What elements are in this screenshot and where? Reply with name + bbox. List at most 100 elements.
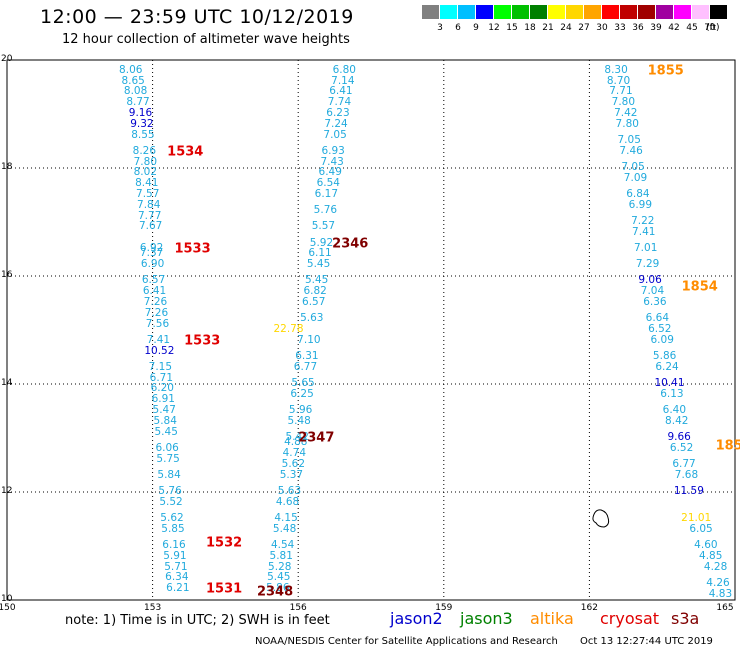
pass-time-label: 1854 bbox=[681, 279, 718, 295]
legend-jason2: jason2 bbox=[390, 609, 443, 628]
wave-height-reading: 11.59 bbox=[673, 484, 704, 497]
wave-height-reading: 6.57 bbox=[302, 295, 326, 308]
wave-height-reading: 7.80 bbox=[611, 96, 636, 109]
footer-note: note: 1) Time is in UTC; 2) SWH is in fe… bbox=[65, 613, 330, 628]
colorbar-label: 6 bbox=[455, 23, 461, 33]
wave-height-reading: 8.30 bbox=[604, 63, 628, 76]
wave-height-reading: 7.80 bbox=[133, 155, 158, 168]
wave-height-reading: 7.84 bbox=[137, 198, 161, 211]
colorbar-label: 15 bbox=[506, 23, 518, 33]
wave-height-reading: 21.01 bbox=[681, 511, 712, 524]
wave-height-reading: 7.04 bbox=[640, 285, 665, 298]
wave-height-reading: 6.16 bbox=[162, 538, 186, 551]
y-tick-label: 12 bbox=[1, 486, 13, 496]
wave-height-reading: 5.91 bbox=[163, 549, 187, 562]
wave-height-reading: 7.26 bbox=[144, 306, 169, 319]
wave-height-reading: 5.81 bbox=[269, 549, 293, 562]
x-tick-label: 153 bbox=[144, 603, 162, 613]
wave-height-reading: 5.63 bbox=[277, 484, 302, 497]
wave-height-reading: 5.45 bbox=[154, 425, 178, 438]
wave-height-reading: 5.48 bbox=[287, 414, 311, 427]
legend-cryosat: cryosat bbox=[600, 609, 660, 628]
wave-height-reading: 4.60 bbox=[694, 538, 718, 551]
wave-height-reading: 7.43 bbox=[320, 155, 344, 168]
wave-height-reading: 6.05 bbox=[689, 522, 713, 535]
wave-height-reading: 6.34 bbox=[165, 571, 189, 584]
colorbar-label: 12 bbox=[488, 23, 500, 33]
wave-height-reading: 5.85 bbox=[161, 522, 185, 535]
x-tick-label: 165 bbox=[716, 603, 734, 613]
wave-height-reading: 6.99 bbox=[628, 198, 653, 211]
colorbar-swatch bbox=[656, 5, 673, 19]
colorbar-label: 30 bbox=[596, 23, 608, 33]
wave-height-reading: 10.41 bbox=[654, 376, 685, 389]
wave-height-reading: 7.56 bbox=[145, 317, 170, 330]
wave-height-reading: 7.37 bbox=[139, 247, 164, 260]
wave-height-reading: 5.71 bbox=[164, 560, 188, 573]
colorbar-swatch bbox=[620, 5, 637, 19]
colorbar-label: 42 bbox=[668, 23, 680, 33]
wave-height-reading: 6.92 bbox=[139, 241, 164, 254]
map-title: 12:00 — 23:59 UTC 10/12/2019 bbox=[40, 6, 354, 28]
legend-altika: altika bbox=[530, 609, 574, 628]
wave-height-reading: 5.92 bbox=[309, 236, 334, 249]
wave-height-reading: 6.77 bbox=[293, 360, 318, 373]
timestamp: Oct 13 12:27:44 UTC 2019 bbox=[580, 636, 713, 647]
wave-height-reading: 6.06 bbox=[155, 441, 179, 454]
wave-height-reading: 7.57 bbox=[136, 187, 160, 200]
colorbar-label: 39 bbox=[650, 23, 662, 33]
y-tick-label: 18 bbox=[1, 162, 13, 172]
wave-height-reading: 6.25 bbox=[290, 387, 314, 400]
pass-time-label: 1533 bbox=[174, 241, 211, 257]
wave-height-reading: 7.14 bbox=[331, 74, 355, 87]
wave-height-reading: 8.70 bbox=[606, 74, 631, 87]
wave-height-reading: 6.71 bbox=[149, 371, 174, 384]
wave-height-reading: 7.71 bbox=[609, 85, 633, 98]
wave-height-reading: 5.96 bbox=[288, 403, 313, 416]
wave-height-reading: 4.26 bbox=[706, 576, 730, 589]
wave-height-reading: 7.05 bbox=[621, 160, 645, 173]
wave-height-reading: 7.22 bbox=[631, 214, 655, 227]
wave-height-reading: 7.42 bbox=[614, 106, 638, 119]
wave-height-reading: 6.90 bbox=[140, 258, 165, 271]
legend-jason3: jason3 bbox=[460, 609, 513, 628]
wave-height-reading: 6.93 bbox=[321, 144, 345, 157]
wave-height-reading: 10.52 bbox=[144, 344, 175, 357]
colorbar-label: 70 bbox=[704, 23, 716, 33]
colorbar-swatch bbox=[584, 5, 601, 19]
wave-height-reading: 6.80 bbox=[332, 63, 356, 76]
wave-height-reading: 7.80 bbox=[615, 117, 639, 130]
wave-height-reading: 5.47 bbox=[152, 403, 176, 416]
wave-height-reading: 8.26 bbox=[132, 144, 157, 157]
wave-height-reading: 7.05 bbox=[323, 128, 347, 141]
wave-height-reading: 7.29 bbox=[635, 258, 660, 271]
legend-s3a: s3a bbox=[671, 609, 700, 628]
wave-height-reading: 7.77 bbox=[137, 209, 162, 222]
wave-height-reading: 6.17 bbox=[314, 187, 339, 200]
pass-time-label: 1531 bbox=[205, 581, 243, 597]
wave-height-reading: 5.86 bbox=[652, 349, 677, 362]
credit-text: NOAA/NESDIS Center for Satellite Applica… bbox=[255, 636, 558, 647]
wave-height-reading: 8.77 bbox=[126, 96, 150, 109]
colorbar-swatch bbox=[458, 5, 475, 19]
colorbar-swatch bbox=[440, 5, 457, 19]
wave-height-reading: 5.75 bbox=[156, 452, 180, 465]
wave-height-reading: 6.36 bbox=[643, 295, 667, 308]
colorbar-label: 36 bbox=[632, 23, 644, 33]
wave-height-reading: 5.62 bbox=[160, 511, 184, 524]
pass-time-label: 2346 bbox=[332, 236, 369, 252]
wave-height-reading: 5.42 bbox=[285, 430, 309, 443]
wave-height-reading: 4.54 bbox=[270, 538, 295, 551]
wave-height-reading: 6.77 bbox=[672, 457, 696, 470]
pass-time-label: 185 bbox=[715, 438, 740, 454]
wave-height-reading: 7.09 bbox=[623, 171, 648, 184]
colorbar-label: 9 bbox=[473, 23, 479, 33]
y-tick-label: 10 bbox=[1, 594, 13, 604]
wave-height-reading: 5.45 bbox=[267, 571, 291, 584]
wave-height-reading: 7.74 bbox=[327, 96, 352, 109]
wave-height-reading: 4.74 bbox=[282, 447, 307, 460]
y-tick-label: 16 bbox=[1, 270, 13, 280]
colorbar-label: 3 bbox=[437, 23, 443, 33]
colorbar-label: 24 bbox=[560, 23, 572, 33]
wave-height-reading: 6.13 bbox=[660, 387, 684, 400]
